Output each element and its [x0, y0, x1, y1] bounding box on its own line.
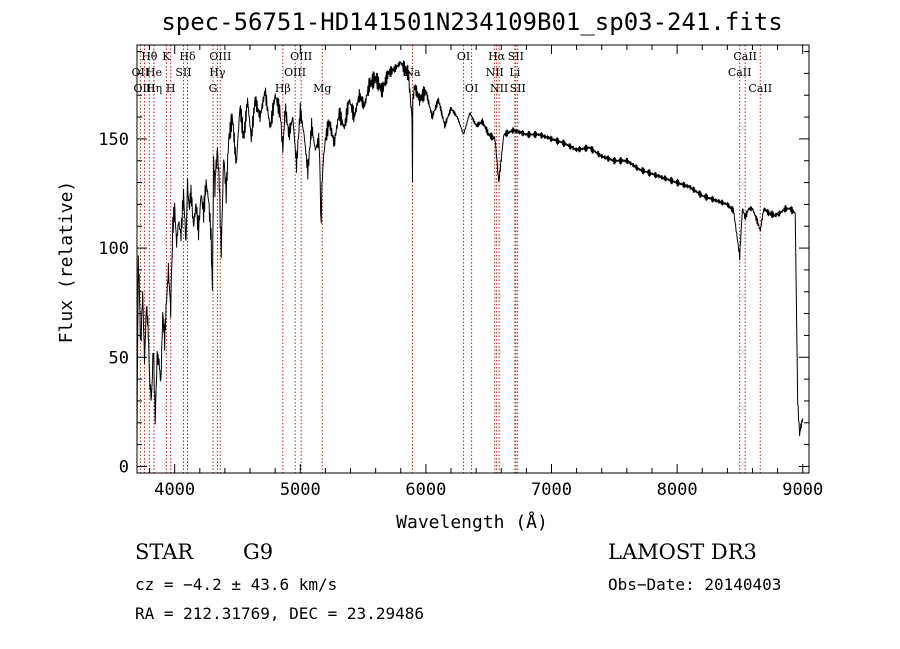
x-tick-label: 8000: [657, 480, 698, 500]
line-label: OIII: [284, 66, 306, 79]
line-label: OIII: [134, 82, 156, 95]
chart-title: spec-56751-HD141501N234109B01_sp03-241.f…: [161, 8, 782, 36]
y-axis-label: Flux (relative): [56, 181, 77, 344]
line-label: H: [166, 82, 176, 95]
line-label: SII: [175, 66, 191, 79]
plot-frame: [136, 44, 810, 474]
line-label: NII: [490, 82, 508, 95]
x-tick-label: 5000: [280, 480, 321, 500]
line-labels: Hθ OII OIII He Hη K SII H Hδ OIII Hγ G OIII OIII Hβ Mg N…: [132, 50, 773, 95]
line-label: Hθ: [141, 50, 158, 63]
line-label: OI: [457, 50, 470, 63]
line-label: CaII: [748, 82, 772, 95]
line-label: K: [162, 50, 171, 63]
line-label: He: [146, 66, 162, 79]
line-label: NII: [486, 66, 504, 79]
object-class: STAR: [135, 540, 194, 564]
x-axis-label: Wavelength (Å): [396, 511, 548, 533]
ra-dec-coordinates: RA = 212.31769, DEC = 23.29486: [135, 604, 424, 623]
observation-date: Obs−Date: 20140403: [608, 575, 782, 594]
line-label: OII: [132, 66, 150, 79]
y-tick-label: 150: [98, 130, 129, 150]
line-label: Hδ: [179, 50, 196, 63]
y-tick-label: 0: [119, 457, 129, 477]
redshift-velocity: cz = −4.2 ± 43.6 km/s: [135, 575, 338, 594]
x-tick-label: 9000: [782, 480, 823, 500]
line-label: Hβ: [275, 82, 291, 95]
line-label: OI: [465, 82, 478, 95]
line-label: CaII: [733, 50, 757, 63]
x-tick-label: 6000: [405, 480, 446, 500]
line-label: G: [209, 82, 218, 95]
spectrum-series: [136, 60, 804, 454]
line-label: OIII: [290, 50, 312, 63]
object-subclass: G9: [243, 540, 274, 564]
line-label: SII: [510, 82, 526, 95]
survey-name: LAMOST DR3: [608, 540, 757, 564]
line-label: Mg: [313, 82, 331, 95]
y-tick-label: 50: [109, 348, 129, 368]
x-tick-label: 7000: [531, 480, 572, 500]
spectrum-line: [136, 60, 804, 454]
line-label: Li: [509, 66, 520, 79]
line-label: SII: [508, 50, 524, 63]
line-label: OIII: [209, 50, 231, 63]
line-label: Hη: [146, 82, 162, 95]
line-label: CaII: [728, 66, 752, 79]
plot-axes: 4000 5000 6000 7000 8000 9000 0 50 100 150: [98, 44, 823, 500]
y-tick-label: 100: [98, 239, 129, 259]
x-tick-label: 4000: [154, 480, 195, 500]
line-label: Hγ: [209, 66, 226, 79]
line-label: Hα: [488, 50, 506, 63]
